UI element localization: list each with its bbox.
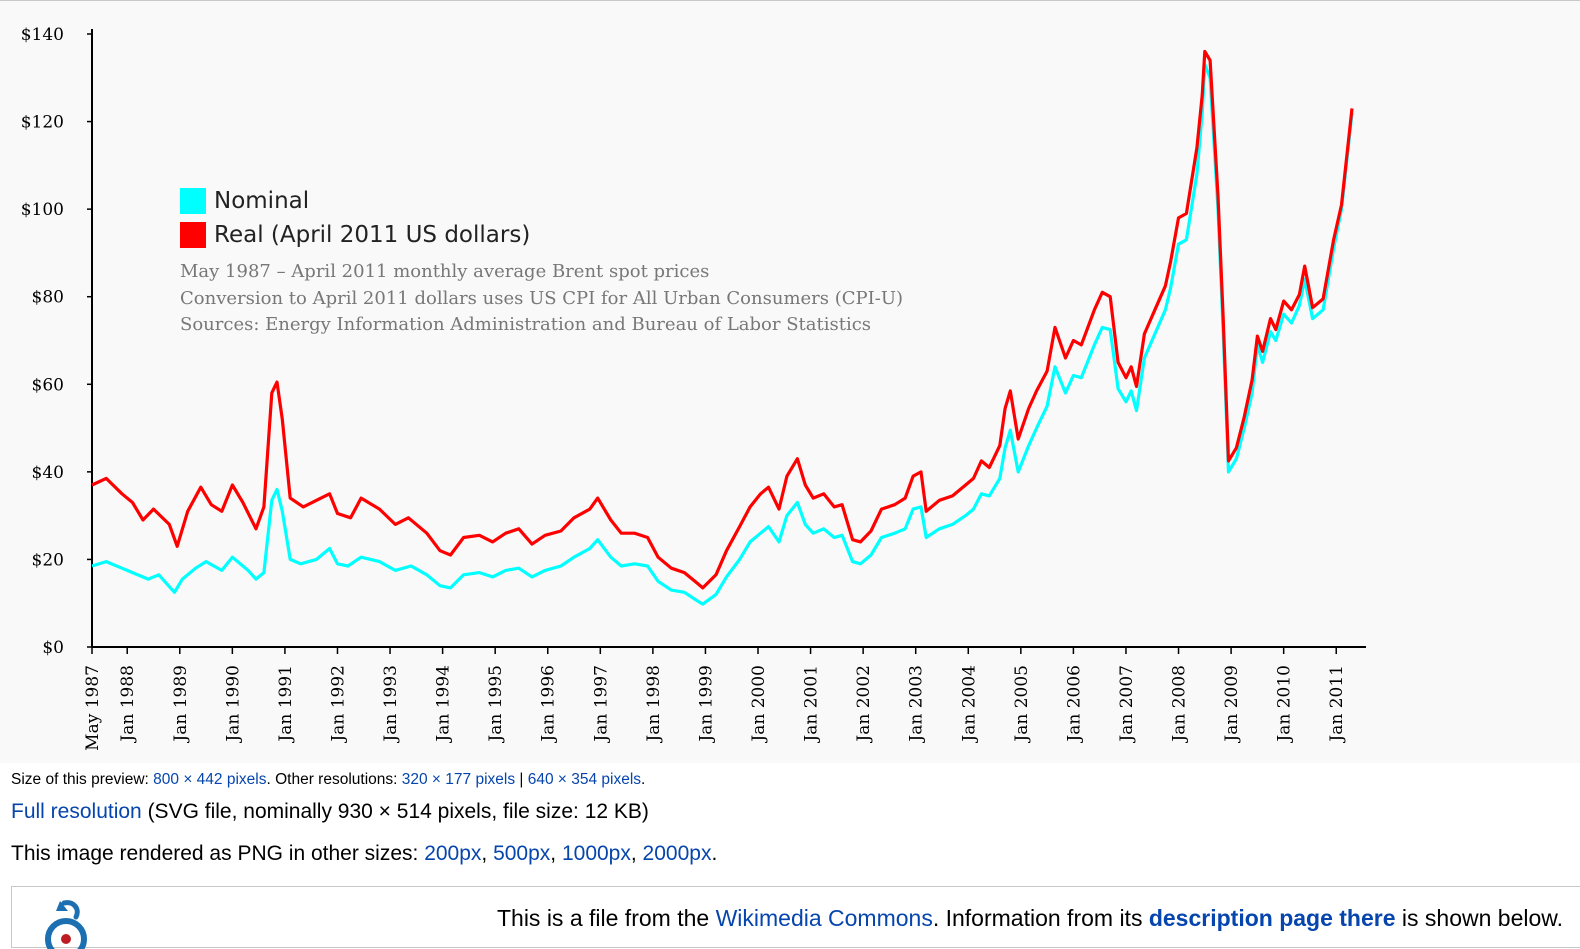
preview-800-link[interactable]: 800 × 442 pixels <box>153 771 267 788</box>
x-tick-label: Jan 1990 <box>223 665 243 744</box>
comma-separator: , <box>550 842 562 865</box>
legend-item-nominal: Nominal <box>180 184 530 218</box>
comma-separator: , <box>481 842 494 865</box>
x-tick-label: Jan 2005 <box>1012 665 1032 744</box>
x-tick-label: Jan 2008 <box>1170 665 1190 744</box>
x-tick-label: Jan 2003 <box>907 665 927 744</box>
x-tick-label: Jan 2007 <box>1117 665 1137 744</box>
series-line-real <box>91 49 1354 590</box>
comma-separator: , <box>630 842 643 865</box>
x-tick-label: Jan 1998 <box>644 665 664 744</box>
series <box>91 49 1354 606</box>
x-tick-label: Jan 2002 <box>854 665 874 744</box>
chart-notes: May 1987 – April 2011 monthly average Br… <box>180 259 903 339</box>
x-tick-label: Jan 1996 <box>539 665 559 744</box>
chart-note: Sources: Energy Information Administrati… <box>180 314 872 335</box>
png-end-text: . <box>711 842 718 865</box>
chart: $0 $20 $40 $60 $80 $100 $120 $140 May 1987 Jan 1… <box>21 25 1366 751</box>
png-sizes-prefix: This image rendered as PNG in other size… <box>11 842 425 865</box>
x-tick-label: May 1987 <box>83 665 103 751</box>
size-prefix-text: Size of this preview: <box>11 771 154 788</box>
y-axis: $0 $20 $40 $60 $80 $100 $120 $140 <box>21 25 93 658</box>
legend-item-real: Real (April 2011 US dollars) <box>180 218 530 252</box>
x-tick-label: Jan 2000 <box>749 665 769 744</box>
size-mid-text: . Other resolutions: <box>266 771 402 788</box>
x-tick-label: Jan 1988 <box>118 665 138 744</box>
full-resolution-desc: (SVG file, nominally 930 × 514 pixels, f… <box>141 800 649 823</box>
x-tick-label: Jan 1991 <box>276 665 296 744</box>
y-tick-label: $20 <box>32 550 64 570</box>
x-tick-label: Jan 1993 <box>381 665 401 744</box>
legend-swatch-nominal <box>180 188 206 214</box>
commons-notice: This is a file from the Wikimedia Common… <box>11 886 1580 949</box>
x-tick-label: Jan 1997 <box>591 665 611 744</box>
wikimedia-commons-logo-icon <box>45 900 87 949</box>
y-tick-label: $120 <box>21 113 64 133</box>
resolution-640-link[interactable]: 640 × 354 pixels <box>527 771 642 788</box>
x-tick-label: Jan 2010 <box>1275 665 1295 744</box>
commons-text-part: This is a file from the <box>496 905 716 931</box>
commons-text: This is a file from the Wikimedia Common… <box>497 905 1563 932</box>
preview-size-line: Size of this preview: 800 × 442 pixels. … <box>11 771 645 789</box>
x-axis: May 1987 Jan 1988 Jan 1989 Jan 1990 Jan 1991… <box>83 646 1366 751</box>
x-tick-label: Jan 2004 <box>959 665 979 744</box>
wikimedia-commons-link[interactable]: Wikimedia Commons <box>715 905 933 931</box>
y-tick-label: $0 <box>42 638 64 658</box>
x-tick-label: Jan 1989 <box>171 665 191 744</box>
size-end-text: . <box>641 771 646 788</box>
legend-label-real: Real (April 2011 US dollars) <box>214 222 531 248</box>
resolution-separator: | <box>515 771 528 788</box>
x-tick-label: Jan 1999 <box>696 665 716 744</box>
x-tick-label: Jan 1992 <box>328 665 348 744</box>
x-tick-label: Jan 2001 <box>802 665 822 744</box>
chart-note: May 1987 – April 2011 monthly average Br… <box>180 261 710 282</box>
commons-text-part: is shown below. <box>1395 905 1563 931</box>
png-1000px-link[interactable]: 1000px <box>561 842 631 865</box>
x-tick-label: Jan 2011 <box>1327 665 1347 744</box>
legend: Nominal Real (April 2011 US dollars) <box>180 184 530 252</box>
full-resolution-link[interactable]: Full resolution <box>11 800 142 823</box>
y-tick-label: $40 <box>32 463 64 483</box>
png-sizes-line: This image rendered as PNG in other size… <box>11 842 717 866</box>
x-tick-label: Jan 1995 <box>486 665 506 744</box>
commons-text-part: . Information from its <box>932 905 1149 931</box>
png-2000px-link[interactable]: 2000px <box>642 842 712 865</box>
chart-frame: $0 $20 $40 $60 $80 $100 $120 $140 May 1987 Jan 1… <box>0 0 1580 751</box>
legend-swatch-real <box>180 222 206 248</box>
y-tick-label: $100 <box>21 200 64 220</box>
x-tick-label: Jan 2009 <box>1222 665 1242 744</box>
chart-note: Conversion to April 2011 dollars uses US… <box>180 287 904 309</box>
description-page-link[interactable]: description page there <box>1148 905 1396 931</box>
y-tick-label: $80 <box>32 288 64 308</box>
x-tick-label: Jan 2006 <box>1064 665 1084 744</box>
y-tick-label: $140 <box>21 25 64 45</box>
png-200px-link[interactable]: 200px <box>424 842 482 865</box>
resolution-320-link[interactable]: 320 × 177 pixels <box>401 771 516 788</box>
x-tick-label: Jan 1994 <box>434 665 454 744</box>
full-resolution-line: Full resolution (SVG file, nominally 930… <box>11 800 649 824</box>
series-line-nominal <box>91 62 1354 606</box>
legend-label-nominal: Nominal <box>214 188 310 214</box>
png-500px-link[interactable]: 500px <box>493 842 551 865</box>
y-tick-label: $60 <box>32 375 64 395</box>
